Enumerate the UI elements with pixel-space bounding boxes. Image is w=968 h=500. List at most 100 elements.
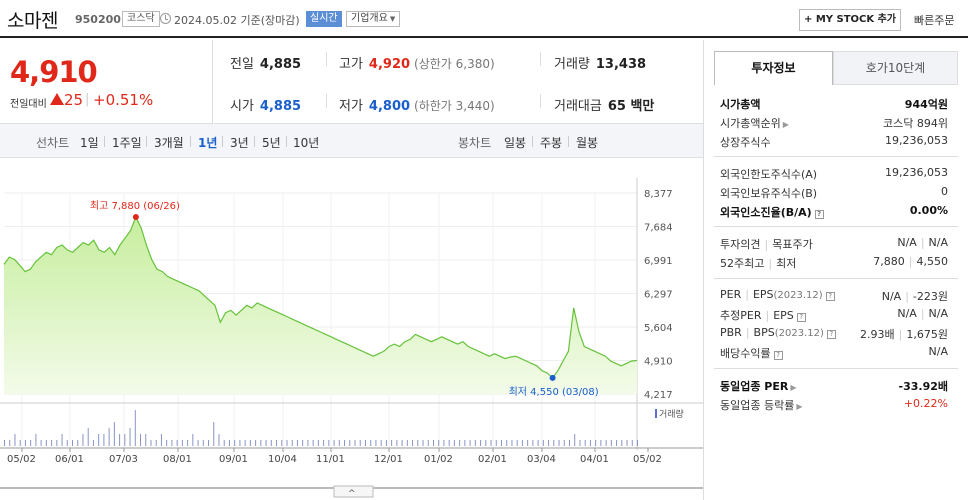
market-cap-rank-link[interactable]: 시가총액순위 ▶ xyxy=(720,115,789,131)
per-label: PER xyxy=(720,288,742,301)
chevron-right-icon: ▶ xyxy=(796,402,803,411)
volume-bar xyxy=(45,440,47,446)
w52-high-label: 52주최고 xyxy=(720,257,765,270)
volume-bar xyxy=(171,440,173,446)
x-tick-label: 05/02 xyxy=(7,454,36,465)
add-mystock-button[interactable]: + MY STOCK 추가 xyxy=(799,9,901,31)
tab-orderbook-10[interactable]: 호가10단계 xyxy=(833,51,958,85)
volume-bar xyxy=(563,440,565,446)
w52-low-label: 최저 xyxy=(776,257,797,270)
info-row: 외국인보유주식수(B) 0 xyxy=(714,183,958,202)
info-row: 추정PER | EPS? N/A | N/A xyxy=(720,307,948,322)
info-tabs: 투자정보 호가10단계 xyxy=(714,51,958,85)
chevron-right-icon: ▶ xyxy=(790,383,797,392)
period-10y[interactable]: 10년 xyxy=(293,136,320,150)
volume-bar xyxy=(385,440,387,446)
candle-weekly[interactable]: 주봉 xyxy=(540,136,563,150)
stat-prev: 전일 4,885 xyxy=(230,53,301,72)
period-1w[interactable]: 1주일 xyxy=(112,136,142,150)
volume-bar xyxy=(124,434,126,446)
help-icon[interactable]: ? xyxy=(826,330,836,339)
volume-bar xyxy=(103,434,105,446)
stat-high: 고가 4,920 (상한가 6,380) xyxy=(339,53,495,72)
volume-bar xyxy=(380,440,382,446)
volume-bar xyxy=(260,440,262,446)
industry-per-link[interactable]: 동일업종 PER ▶ xyxy=(720,378,797,394)
est-per-label: 추정PER xyxy=(720,309,762,322)
dividend-value: N/A xyxy=(928,345,948,358)
industry-change-link[interactable]: 동일업종 등락률 ▶ xyxy=(720,397,803,413)
company-overview-button[interactable]: 기업개요 ▼ xyxy=(346,11,401,27)
volume-bar xyxy=(616,440,618,446)
volume-bar xyxy=(239,440,241,446)
period-1d[interactable]: 1일 xyxy=(80,136,99,150)
volume-bar xyxy=(589,440,591,446)
stat-volume-label: 거래량 xyxy=(554,57,590,72)
volume-bar xyxy=(432,440,434,446)
candle-daily[interactable]: 일봉 xyxy=(504,136,527,150)
volume-bar xyxy=(338,440,340,446)
quick-order-link[interactable]: 빠른주문 xyxy=(914,14,955,27)
volume-bar xyxy=(281,440,283,446)
foreign-hold-value: 0 xyxy=(941,185,948,198)
volume-bar xyxy=(600,440,602,446)
volume-bar xyxy=(51,440,53,446)
candle-monthly[interactable]: 월봉 xyxy=(576,136,599,150)
stat-open-value: 4,885 xyxy=(259,99,302,114)
info-row: 외국인소진율(B/A)? 0.00% xyxy=(714,202,958,221)
info-row: 시가총액 944억원 xyxy=(714,94,958,113)
volume-bar xyxy=(9,440,11,446)
divider xyxy=(714,368,958,369)
stat-low-value: 4,800 xyxy=(368,99,411,114)
target-label: 목표주가 xyxy=(772,238,813,251)
eps-label: EPS xyxy=(752,288,774,301)
volume-bar xyxy=(480,440,482,446)
tab-invest-info[interactable]: 투자정보 xyxy=(714,51,833,85)
divider xyxy=(532,136,533,147)
help-icon[interactable]: ? xyxy=(814,210,824,219)
bps-year: (2023.12) xyxy=(774,328,824,339)
help-icon[interactable]: ? xyxy=(773,351,783,360)
foreign-hold-label: 외국인보유주식수(B) xyxy=(720,187,818,200)
volume-bar xyxy=(595,440,597,446)
period-3m[interactable]: 3개월 xyxy=(154,136,184,150)
stat-amount-label: 거래대금 xyxy=(554,99,602,114)
volume-bar xyxy=(234,440,236,446)
price-chart[interactable]: 8,377 7,684 6,991 6,297 5,604 4,910 4,217 최고 7,… xyxy=(0,158,703,500)
realtime-button[interactable]: 실시간 xyxy=(306,11,342,27)
x-tick-label: 08/01 xyxy=(163,454,192,465)
foreign-limit-label: 외국인한도주식수(A) xyxy=(720,168,818,181)
volume-bar xyxy=(4,440,5,446)
volume-bar xyxy=(469,440,471,446)
stat-open-label: 시가 xyxy=(230,99,254,114)
target-value: N/A xyxy=(928,236,948,249)
divider xyxy=(714,156,958,157)
period-3y[interactable]: 3년 xyxy=(230,136,249,150)
volume-bar xyxy=(82,434,84,446)
stat-low-label: 저가 xyxy=(339,99,363,114)
volume-bar xyxy=(542,440,544,446)
help-icon[interactable]: ? xyxy=(825,292,835,301)
volume-bar xyxy=(568,440,570,446)
info-row: 동일업종 등락률 ▶ +0.22% xyxy=(714,395,958,414)
market-cap-block: 시가총액 944억원 시가총액순위 ▶ 코스닥 894위 상장주식수 19,236,05… xyxy=(714,94,958,151)
period-1y[interactable]: 1년 xyxy=(198,136,218,150)
lower-limit: (하한가 3,440) xyxy=(414,99,495,113)
volume-bar xyxy=(506,440,508,446)
volume-bar xyxy=(270,440,272,446)
help-icon[interactable]: ? xyxy=(796,313,806,322)
info-row: 시가총액순위 ▶ 코스닥 894위 xyxy=(714,113,958,132)
volume-bar xyxy=(213,422,215,446)
period-5y[interactable]: 5년 xyxy=(262,136,281,150)
volume-bar xyxy=(228,440,230,446)
industry-change-label: 동일업종 등락률 xyxy=(720,399,795,412)
est-per-value: N/A xyxy=(897,307,917,320)
volume-bar xyxy=(364,440,366,446)
volume-bar xyxy=(422,440,424,446)
foreign-limit-value: 19,236,053 xyxy=(885,166,948,179)
volume-bar xyxy=(134,410,136,446)
industry-block: 동일업종 PER ▶ -33.92배 동일업종 등락률 ▶ +0.22% xyxy=(714,376,958,414)
volume-bar xyxy=(166,440,168,446)
volume-bar xyxy=(584,440,586,446)
upper-limit: (상한가 6,380) xyxy=(414,57,495,71)
